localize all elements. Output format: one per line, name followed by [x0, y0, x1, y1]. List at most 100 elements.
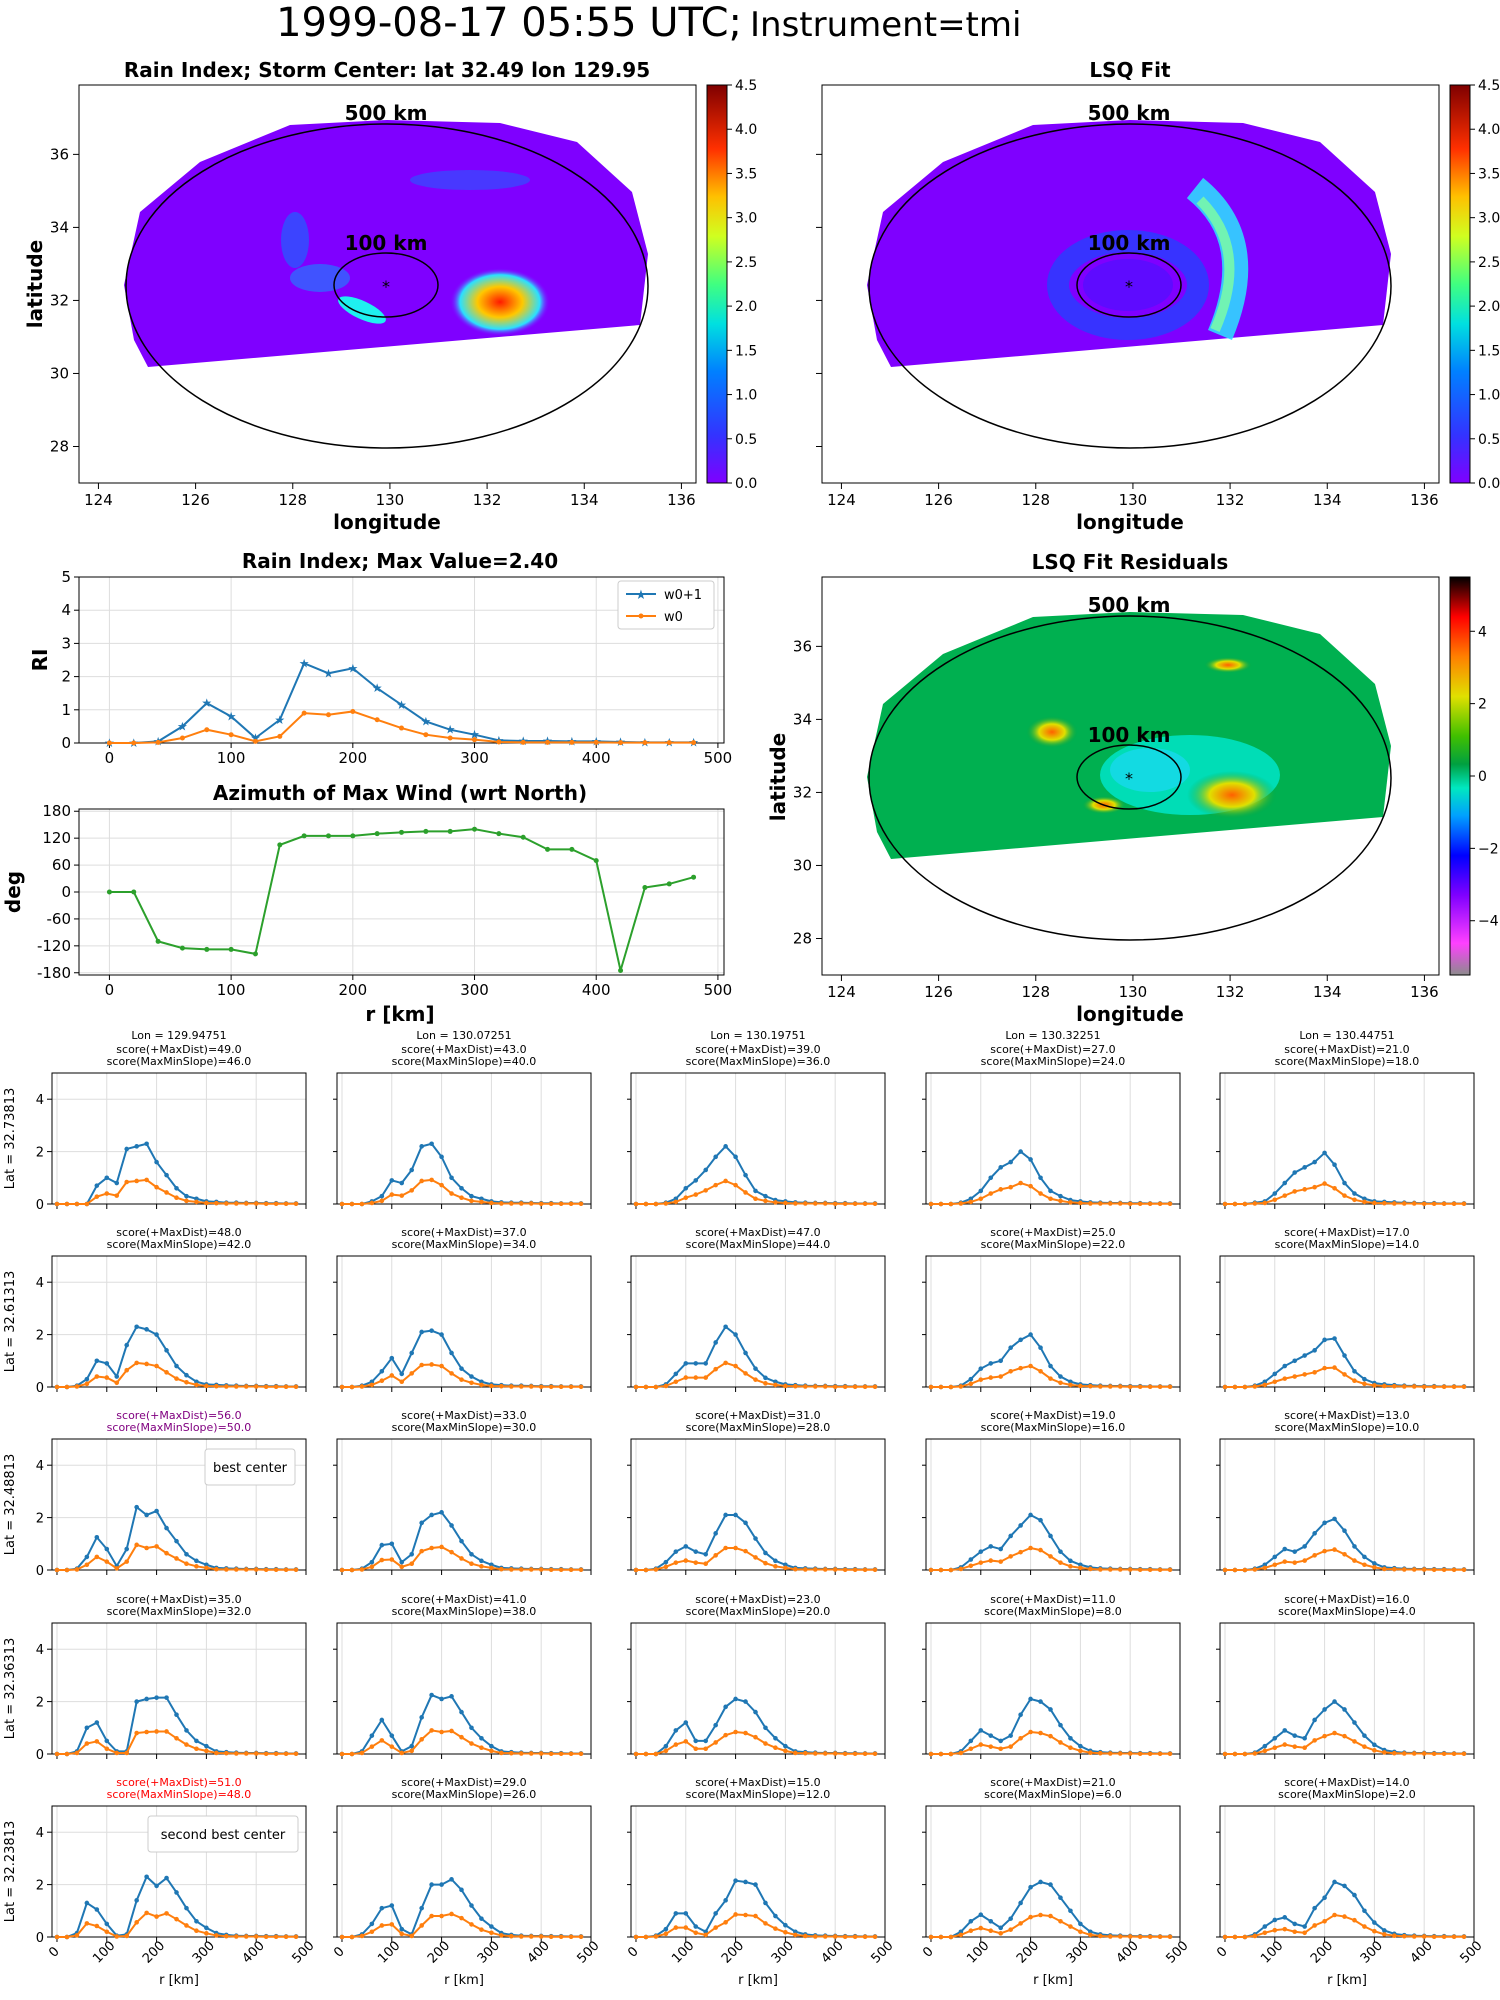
w0-point — [379, 1198, 385, 1204]
w0-point — [449, 1728, 454, 1734]
w0-point — [379, 1378, 385, 1384]
x-tick-label: 400 — [582, 981, 611, 999]
w0-point — [174, 1556, 179, 1561]
w0-point — [1322, 1733, 1327, 1739]
cell-score-slope: score(MaxMinSlope)=48.0 — [107, 1788, 252, 1801]
x-tick-label: 0 — [105, 981, 115, 999]
grid-cell-r2-c4: score(+MaxDist)=13.0score(MaxMinSlope)=1… — [1216, 1409, 1475, 1575]
w0-point — [812, 1567, 818, 1572]
w0-point — [1252, 1933, 1258, 1939]
w0p1-point — [144, 1141, 149, 1147]
grid-cell-r0-c4: Lon = 130.44751score(+MaxDist)=21.0score… — [1216, 1029, 1475, 1209]
w0-point — [852, 1567, 858, 1573]
w0-point — [164, 1729, 169, 1734]
w0-point — [693, 1746, 699, 1752]
w0-point — [1302, 1930, 1307, 1936]
w0-point — [479, 1927, 484, 1932]
x-tick-label: 200 — [339, 749, 368, 767]
cell-score-maxdist: score(+MaxDist)=25.0 — [990, 1226, 1115, 1239]
w0-point — [1167, 1201, 1173, 1207]
w0p1-point — [988, 1175, 994, 1181]
w0-point — [164, 1190, 169, 1195]
w0-point — [723, 1360, 728, 1366]
cell-score-maxdist: score(+MaxDist)=13.0 — [1284, 1409, 1409, 1422]
w0-point — [496, 739, 502, 745]
legend-w0p1-label: w0+1 — [664, 588, 702, 603]
w0-point — [538, 1567, 544, 1572]
w0p1-point — [1302, 1924, 1307, 1929]
w0p1-point — [1262, 1743, 1268, 1749]
w0-point — [1372, 1748, 1377, 1753]
w0p1-point: ★ — [323, 666, 334, 680]
azimuth-point — [618, 968, 624, 974]
w0-point — [1411, 1384, 1417, 1389]
azimuth-point — [350, 833, 356, 839]
y-tick-label: 2 — [61, 668, 71, 686]
w0-point — [548, 1384, 554, 1390]
w0p1-point — [439, 1882, 444, 1887]
w0-point — [429, 1545, 434, 1551]
w0p1-point — [429, 1328, 434, 1333]
w0-point — [1222, 1934, 1228, 1940]
ticks — [1224, 1754, 1475, 1759]
w0p1-point — [1312, 1159, 1317, 1165]
w0-point — [1048, 1196, 1053, 1202]
grid-lines — [1224, 1256, 1475, 1387]
w0-point — [568, 1751, 574, 1757]
w0-point — [1451, 1201, 1457, 1207]
w0p1-point — [134, 1144, 139, 1149]
w0-point — [144, 1729, 149, 1735]
x-tick-label: 0 — [1214, 1944, 1230, 1960]
w0-point — [1107, 1751, 1113, 1756]
w0-point — [998, 1374, 1004, 1379]
w0-point — [253, 1201, 259, 1206]
lsq-fit-map-yticks — [816, 153, 822, 447]
w0-point — [1232, 1567, 1238, 1573]
ticks: 0 100 200 300 400 500 — [920, 1937, 1192, 1967]
w0p1-point — [1352, 1720, 1357, 1725]
x-tick-label: 132 — [473, 491, 502, 509]
axes-frame — [925, 1438, 1181, 1571]
w0-point — [439, 1544, 444, 1550]
w0-point — [1018, 1365, 1023, 1371]
residuals-cyan-inner — [1110, 748, 1190, 792]
axes-frame — [51, 1255, 307, 1388]
y-tick-label: 30 — [50, 364, 69, 382]
w0-point — [793, 1201, 798, 1206]
w0p1-point — [703, 1551, 709, 1557]
cell-score-maxdist: score(+MaxDist)=21.0 — [990, 1776, 1115, 1789]
w0-point — [253, 1567, 259, 1572]
w0-point — [938, 1934, 944, 1940]
w0-point — [1028, 1183, 1033, 1189]
w0p1-point — [389, 1541, 395, 1547]
w0-point — [204, 1383, 209, 1389]
w0-line — [930, 1546, 1171, 1571]
grid-lines — [341, 1623, 592, 1754]
cell-score-slope: score(MaxMinSlope)=34.0 — [392, 1238, 537, 1251]
w0p1-point — [673, 1549, 679, 1554]
w0p1-point — [1372, 1920, 1377, 1925]
axes-frame — [336, 1622, 592, 1755]
cell-score-slope: score(MaxMinSlope)=46.0 — [107, 1055, 252, 1068]
grid-cell-r4-c4: score(+MaxDist)=14.0score(MaxMinSlope)=2… — [1214, 1776, 1485, 1988]
azimuth-point — [131, 889, 137, 895]
w0p1-point — [94, 1534, 100, 1540]
w0p1-point — [1302, 1353, 1307, 1358]
w0p1-point — [1008, 1533, 1013, 1539]
w0-point — [325, 712, 331, 718]
azimuth-point — [228, 946, 234, 952]
w0p1-point — [469, 1374, 474, 1379]
w0-point — [1147, 1934, 1153, 1940]
w0-point — [1461, 1384, 1467, 1390]
cell-score-slope: score(MaxMinSlope)=24.0 — [981, 1055, 1126, 1068]
w0-point — [968, 1381, 974, 1387]
w0-point — [558, 1751, 564, 1757]
w0-point — [643, 1201, 649, 1207]
w0p1-point — [1372, 1561, 1377, 1566]
w0p1-point — [419, 1520, 424, 1526]
cell-score-maxdist: score(+MaxDist)=17.0 — [1284, 1226, 1409, 1239]
w0p1-point — [1322, 1520, 1327, 1526]
w0-point — [459, 1195, 464, 1201]
w0-point — [1431, 1384, 1437, 1390]
w0-point — [64, 1384, 70, 1390]
